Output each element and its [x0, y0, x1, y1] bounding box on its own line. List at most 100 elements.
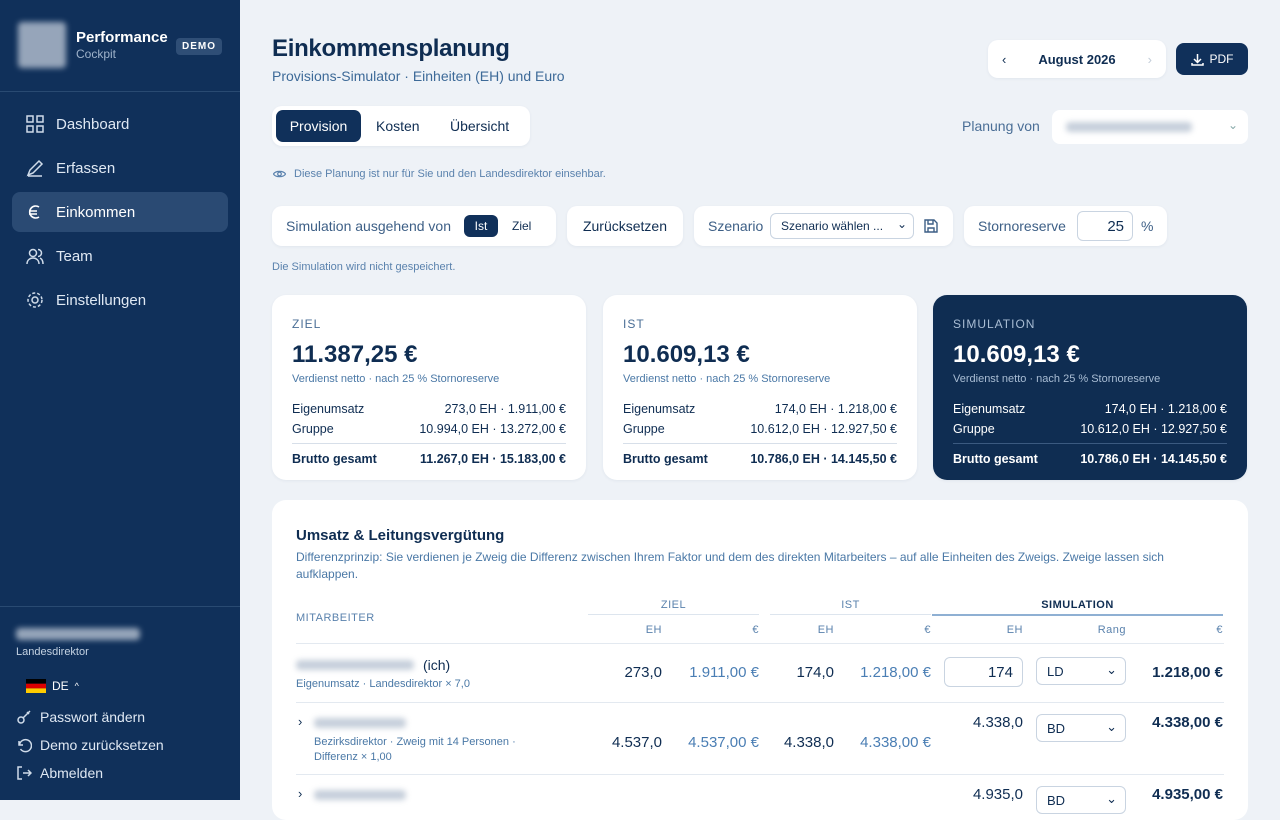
row-value: 174,0 EH · 1.218,00 €: [1104, 402, 1227, 416]
rank-select[interactable]: BD ⌄: [1036, 786, 1126, 814]
month-label: August 2026: [1038, 51, 1116, 67]
employee-name: [314, 790, 406, 800]
tab[interactable]: Kosten: [376, 118, 420, 134]
action[interactable]: Abmelden: [16, 765, 103, 781]
row-value: 11.267,0 EH · 15.183,00 €: [420, 451, 566, 466]
basis-option[interactable]: Ist: [464, 215, 498, 237]
user-role: Landesdirektor: [16, 646, 89, 658]
action[interactable]: Passwort ändern: [16, 709, 145, 725]
rank-select[interactable]: LD ⌄: [1036, 657, 1126, 685]
row-label: Gruppe: [292, 422, 334, 436]
reset-button[interactable]: Zurücksetzen: [567, 206, 683, 246]
cell: 4.338,0: [972, 714, 1023, 731]
card-amount: 11.387,25 €: [292, 341, 418, 368]
tab-label: Übersicht: [450, 118, 510, 134]
tab[interactable]: Provision: [276, 110, 361, 142]
cell: 4.537,00 €: [688, 734, 759, 751]
page: Einkommensplanung {"sidebar":{"brand":{"…: [0, 0, 1248, 820]
scenario-control: Szenario Szenario wählen ... ⌄: [694, 206, 953, 246]
row-label: Brutto gesamt: [953, 451, 1038, 466]
next-month[interactable]: ›: [1147, 51, 1152, 67]
summary-card: IST 10.609,13 € Verdienst netto · nach 25 …: [603, 295, 917, 480]
column-subheader: €: [752, 624, 759, 636]
card-row: Eigenumsatz 174,0 EH · 1.218,00 €: [953, 399, 1227, 419]
unit: %: [1141, 218, 1154, 234]
control-label: Stornoreserve: [978, 218, 1066, 234]
nav-item[interactable]: Team: [12, 236, 228, 276]
rule: [296, 643, 1224, 644]
select-label: BD: [1047, 792, 1066, 808]
storno-input[interactable]: 25: [1077, 211, 1133, 241]
tab[interactable]: Übersicht: [450, 118, 509, 134]
brand-subtitle: Cockpit: [76, 47, 117, 61]
control-label: Szenario: [708, 218, 764, 234]
chevron: ⌄: [1106, 662, 1117, 677]
nav-item[interactable]: Einkommen: [12, 192, 228, 232]
card-row: Eigenumsatz 174,0 EH · 1.218,00 €: [623, 399, 897, 419]
card-row: Eigenumsatz 273,0 EH · 1.911,00 €: [292, 399, 566, 419]
cell: 4.935,0: [972, 786, 1023, 803]
option-label: Ist: [474, 219, 488, 233]
cell: 4.935,00 €: [1152, 786, 1223, 803]
section-title: Umsatz & Leitungsvergütung: [296, 527, 505, 544]
language-switch[interactable]: DE ^: [26, 679, 79, 693]
row-label: Gruppe: [623, 422, 665, 436]
page-subtitle: Provisions-Simulator · Einheiten (EH) un…: [272, 68, 565, 84]
row-label: Brutto gesamt: [623, 451, 708, 466]
row-value: 10.612,0 EH · 12.927,50 €: [1080, 422, 1227, 436]
cell: 1.218,00 €: [1152, 664, 1223, 681]
page-title: Einkommensplanung: [272, 35, 510, 62]
cell: 4.537,0: [611, 734, 662, 751]
save-icon[interactable]: [924, 219, 938, 233]
nav-label: Dashboard: [56, 115, 130, 133]
column-group: SIMULATION: [1041, 599, 1114, 611]
row-value: 10.786,0 EH · 14.145,50 €: [750, 451, 897, 466]
expand-toggle[interactable]: ›: [298, 786, 303, 801]
sidebar: Performance Cockpit DEMO Dashboard Erfas…: [0, 0, 240, 800]
action[interactable]: Demo zurücksetzen: [16, 737, 164, 753]
rank-select[interactable]: BD ⌄: [1036, 714, 1126, 742]
rule: [296, 702, 1224, 703]
row-label: Gruppe: [953, 422, 995, 436]
expand-toggle[interactable]: ›: [298, 714, 303, 729]
card-note: Verdienst netto · nach 25 % Stornoreserv…: [292, 373, 500, 385]
planning-select[interactable]: ⌄: [1052, 110, 1248, 144]
input-value: 25: [1107, 217, 1124, 235]
sim-eh-input[interactable]: 174: [944, 657, 1023, 687]
select-label: BD: [1047, 720, 1066, 736]
pdf-button[interactable]: PDF: [1176, 43, 1248, 75]
column-subheader: EH: [1006, 624, 1023, 636]
language-label: DE: [52, 679, 69, 693]
card-note: Verdienst netto · nach 25 % Stornoreserv…: [953, 373, 1161, 385]
row-label: Eigenumsatz: [292, 402, 365, 416]
card-label: SIMULATION: [953, 317, 1036, 331]
chevron: ⌄: [1106, 791, 1117, 806]
cell: 1.218,00 €: [860, 664, 931, 681]
basis-control: Simulation ausgehend von Ist Ziel: [272, 206, 556, 246]
section-description: Differenzprinzip: Sie verdienen je Zweig…: [296, 550, 1164, 581]
prev-month[interactable]: ‹: [1002, 51, 1007, 67]
cell: 273,0: [624, 664, 662, 681]
employee-name: [296, 660, 414, 670]
demo-badge: DEMO: [176, 38, 222, 55]
name-suffix: (ich): [423, 657, 451, 673]
cell: 4.338,00 €: [1152, 714, 1223, 731]
card-row: Gruppe 10.612,0 EH · 12.927,50 €: [623, 419, 897, 439]
action-label: Demo zurücksetzen: [40, 737, 164, 753]
row-value: 273,0 EH · 1.911,00 €: [444, 402, 566, 416]
nav-item[interactable]: Einstellungen: [12, 280, 228, 320]
summary-card: SIMULATION 10.609,13 € Verdienst netto · n…: [933, 295, 1247, 480]
logo: [18, 22, 66, 68]
user-name: [16, 628, 140, 640]
nav-item[interactable]: Erfassen: [12, 148, 228, 188]
card-row: Gruppe 10.994,0 EH · 13.272,00 €: [292, 419, 566, 439]
scenario-select[interactable]: Szenario wählen ... ⌄: [770, 213, 914, 239]
column-subheader: €: [1216, 624, 1223, 636]
row-value: 10.612,0 EH · 12.927,50 €: [750, 422, 897, 436]
basis-option[interactable]: Ziel: [512, 219, 532, 233]
nav-item[interactable]: Dashboard: [12, 104, 228, 144]
card-note: Verdienst netto · nach 25 % Stornoreserv…: [623, 373, 831, 385]
visibility-note: Diese Planung ist nur für Sie und den La…: [273, 168, 606, 180]
tab-label: Provision: [289, 118, 348, 134]
month-picker: ‹ August 2026 ›: [988, 40, 1166, 78]
